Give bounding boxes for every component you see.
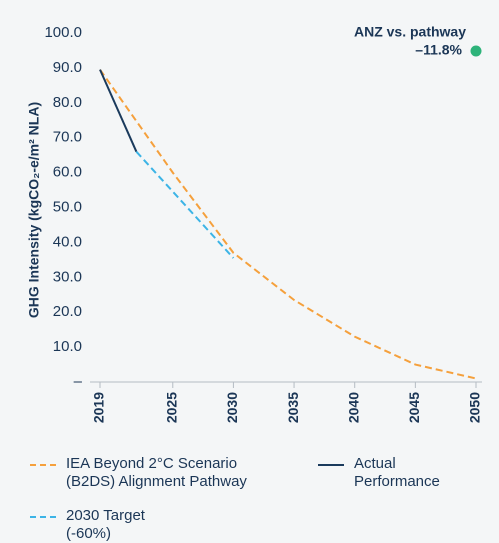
x-tick-label: 2050 [467, 392, 483, 423]
x-tick-label: 2040 [345, 392, 361, 423]
x-tick-label: 2045 [406, 392, 422, 423]
legend-swatch [30, 516, 56, 518]
y-tick-label: 10.0 [53, 338, 82, 355]
y-tick-label: 50.0 [53, 198, 82, 215]
y-tick-label: 20.0 [53, 303, 82, 320]
annotation-title: ANZ vs. pathway [354, 24, 466, 40]
y-tick-label: – [74, 373, 83, 390]
series-line [99, 69, 477, 380]
legend-item: Actual Performance [318, 455, 464, 491]
legend-swatch [318, 464, 344, 466]
y-tick-label: 60.0 [53, 164, 82, 181]
x-tick-label: 2019 [91, 392, 107, 423]
legend-item: IEA Beyond 2°C Scenario (B2DS) Alignment… [30, 455, 266, 491]
x-tick-label: 2030 [224, 392, 240, 423]
annotation-value: –11.8% [415, 42, 462, 58]
y-tick-label: 90.0 [53, 59, 82, 76]
series-line [135, 150, 235, 259]
x-tick-label: 2025 [163, 392, 179, 423]
series-line [99, 69, 138, 153]
legend-label: 2030 Target (-60%) [66, 507, 145, 542]
y-tick-label: 30.0 [53, 268, 82, 285]
legend-swatch [30, 464, 56, 466]
y-tick-label: 70.0 [53, 129, 82, 146]
annotation-dot [470, 45, 482, 57]
y-tick-label: 100.0 [44, 24, 82, 41]
legend-label: Actual Performance [354, 455, 440, 490]
y-tick-label: 80.0 [53, 94, 82, 111]
legend-label: IEA Beyond 2°C Scenario (B2DS) Alignment… [66, 455, 247, 490]
y-axis-label: GHG Intensity (kgCO₂-e/m² NLA) [26, 102, 42, 318]
x-tick-label: 2035 [285, 392, 301, 423]
legend-item: 2030 Target (-60%) [30, 507, 166, 543]
y-tick-label: 40.0 [53, 233, 82, 250]
